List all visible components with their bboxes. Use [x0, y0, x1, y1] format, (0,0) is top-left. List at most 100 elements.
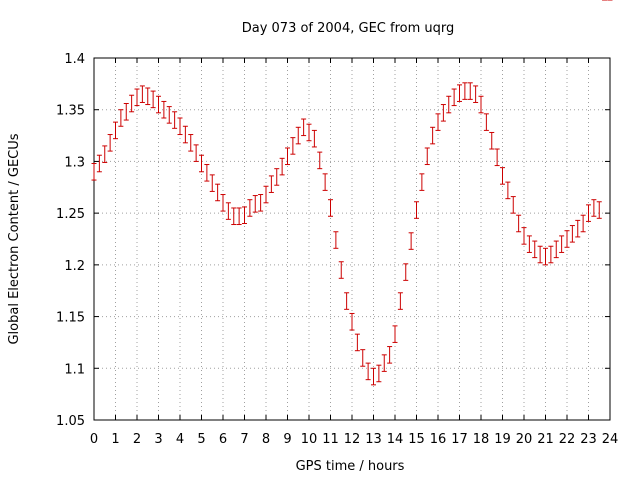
data-point — [424, 147, 430, 166]
data-point — [301, 118, 307, 137]
x-tick-label: 9 — [283, 432, 291, 447]
x-tick-label: 16 — [430, 432, 447, 447]
data-point — [365, 362, 371, 381]
axes: 0 1 2 3 4 5 6 7 8 9 10 11 12 13 14 15 16 17 18 19 20 21 22 23 24… — [56, 52, 618, 447]
x-tick-label: 15 — [408, 432, 425, 447]
x-tick-label: 21 — [537, 432, 554, 447]
data-point — [376, 364, 382, 383]
data-point — [553, 240, 559, 259]
data-point — [236, 207, 242, 226]
data-point — [548, 245, 554, 264]
data-point — [279, 157, 285, 176]
x-tick-label: 20 — [516, 432, 533, 447]
data-series — [91, 0, 613, 386]
data-point — [392, 325, 398, 343]
data-point — [118, 109, 124, 127]
data-point — [371, 367, 376, 386]
data-point — [209, 174, 215, 192]
data-point — [113, 121, 118, 140]
data-point — [220, 194, 226, 212]
data-point — [596, 201, 602, 219]
data-point — [510, 196, 516, 214]
data-point — [199, 154, 204, 173]
y-tick-label: 1.15 — [56, 311, 85, 326]
data-point — [263, 185, 269, 204]
data-point — [172, 111, 178, 129]
data-point — [102, 145, 108, 163]
y-axis-label: Global Electron Content / GECUs — [7, 133, 22, 344]
chart-title: Day 073 of 2004, GEC from uqrg — [242, 21, 455, 36]
data-point — [231, 207, 237, 226]
data-point — [580, 214, 586, 233]
data-point — [247, 199, 253, 217]
data-point — [177, 117, 183, 136]
data-point — [516, 214, 522, 233]
x-tick-label: 23 — [580, 432, 597, 447]
data-point — [252, 195, 258, 213]
data-point — [311, 129, 317, 148]
x-tick-label: 4 — [176, 432, 184, 447]
x-tick-label: 0 — [90, 432, 98, 447]
data-point — [419, 173, 425, 191]
x-tick-label: 3 — [154, 432, 162, 447]
data-point — [344, 292, 350, 310]
data-point — [338, 261, 344, 279]
data-point — [96, 154, 102, 173]
x-tick-label: 14 — [387, 432, 404, 447]
data-point — [526, 235, 532, 253]
data-point — [575, 219, 581, 238]
data-point — [193, 144, 199, 162]
data-point — [521, 227, 527, 245]
data-point — [543, 247, 548, 266]
data-point — [489, 131, 495, 150]
data-point — [467, 82, 473, 100]
data-point — [328, 199, 333, 217]
x-tick-label: 22 — [559, 432, 576, 447]
data-point — [274, 168, 280, 186]
data-point — [387, 346, 393, 364]
x-tick-label: 10 — [301, 432, 318, 447]
data-point — [360, 349, 366, 367]
data-point — [129, 94, 135, 113]
data-point — [285, 147, 290, 166]
data-point — [295, 126, 301, 145]
data-point — [462, 82, 468, 100]
grid — [94, 58, 610, 420]
data-point — [446, 95, 452, 114]
data-point — [564, 230, 570, 248]
data-point — [188, 134, 194, 152]
x-tick-label: 7 — [240, 432, 248, 447]
y-tick-label: 1.3 — [64, 155, 85, 170]
data-point — [435, 113, 441, 131]
data-point — [381, 354, 387, 372]
x-tick-label: 18 — [473, 432, 490, 447]
data-point — [414, 201, 419, 219]
data-point — [473, 85, 479, 103]
x-tick-label: 2 — [133, 432, 141, 447]
x-tick-label: 13 — [365, 432, 382, 447]
x-tick-label: 19 — [494, 432, 511, 447]
data-point — [591, 199, 597, 217]
x-tick-label: 12 — [344, 432, 361, 447]
data-point — [161, 100, 167, 119]
data-point — [349, 312, 355, 331]
data-point — [586, 204, 591, 222]
data-point — [403, 263, 409, 281]
data-point — [242, 206, 247, 224]
data-point — [397, 292, 403, 310]
data-point — [440, 104, 446, 122]
data-point — [123, 103, 129, 121]
data-point — [559, 235, 565, 253]
y-tick-label: 1.2 — [64, 259, 85, 274]
data-point — [225, 202, 231, 220]
data-point — [569, 225, 575, 243]
data-point — [354, 333, 360, 352]
x-tick-label: 1 — [111, 432, 119, 447]
data-point — [483, 113, 489, 131]
data-point — [204, 164, 210, 182]
data-point — [408, 232, 414, 250]
data-point — [91, 162, 97, 181]
x-tick-label: 5 — [197, 432, 205, 447]
data-point — [258, 194, 264, 212]
data-point — [290, 137, 296, 155]
